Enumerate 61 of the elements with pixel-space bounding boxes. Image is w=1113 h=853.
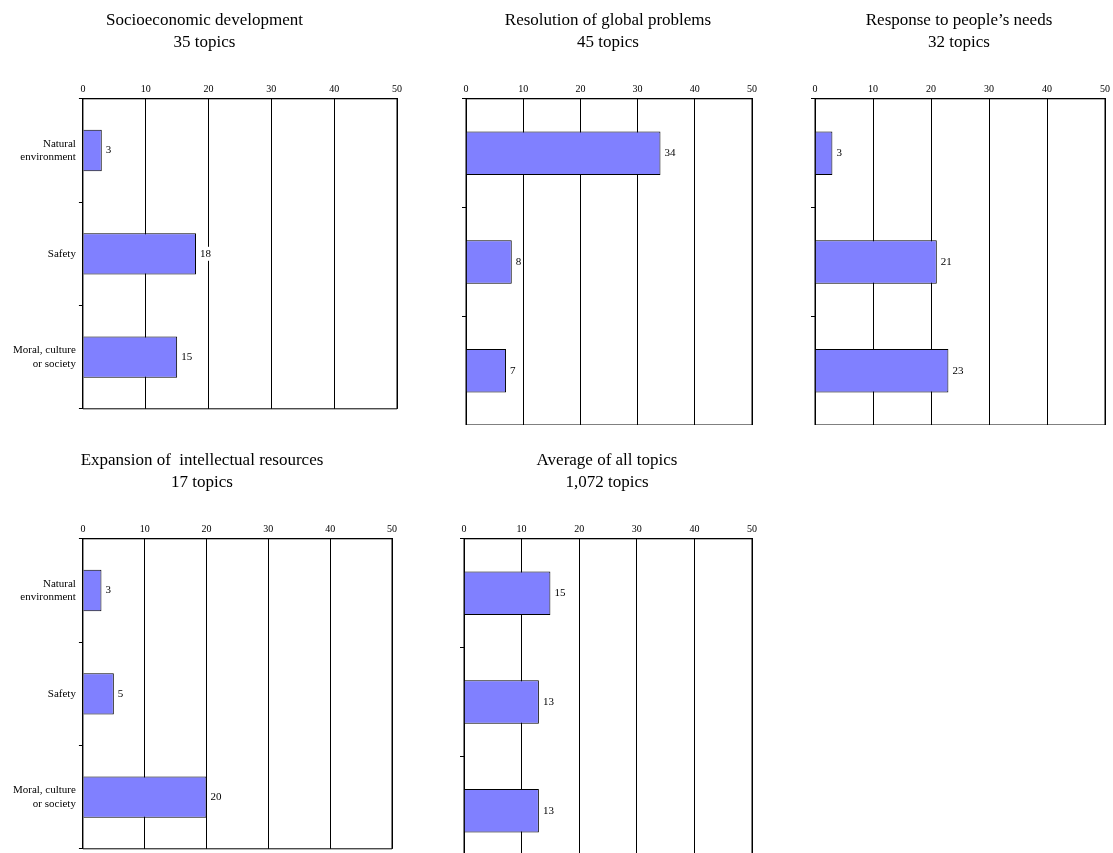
x-tick-label: 50: [747, 83, 757, 95]
y-tick-label: Moral, culture or society: [12, 783, 77, 809]
x-tick-label: 50: [392, 83, 402, 95]
chart-subtitle: 32 topics: [928, 32, 990, 52]
data-label: 13: [542, 803, 555, 816]
data-label: 34: [664, 146, 676, 159]
chart-title: Average of all topics: [536, 449, 678, 469]
x-tick-label: 30: [631, 523, 642, 535]
x-tick-label: 0: [80, 83, 86, 95]
x-tick-label: 20: [201, 523, 212, 535]
data-label: 3: [105, 143, 112, 156]
data-label: 8: [515, 254, 522, 267]
x-tick-label: 10: [516, 523, 527, 535]
chart-title: Response to people’s needs: [865, 9, 1053, 29]
x-tick-label: 0: [463, 83, 469, 95]
data-label: 15: [554, 586, 566, 599]
x-tick-label: 10: [518, 83, 529, 95]
data-label: 21: [940, 254, 952, 267]
x-tick-label: 50: [747, 523, 757, 535]
y-tick-label: Natural environment: [20, 576, 76, 602]
x-tick-label: 30: [263, 523, 274, 535]
y-tick-label: Safety: [47, 686, 77, 699]
data-label: 18: [199, 246, 212, 259]
y-tick-label: Safety: [47, 246, 77, 259]
x-tick-label: 20: [926, 83, 936, 95]
x-tick-label: 40: [689, 523, 700, 535]
data-label: 23: [952, 363, 964, 376]
x-tick-label: 0: [461, 523, 467, 535]
data-label: 3: [105, 583, 112, 596]
chart-subtitle: 1,072 topics: [565, 472, 649, 492]
x-tick-label: 40: [689, 83, 700, 95]
x-tick-label: 10: [140, 83, 151, 95]
x-tick-label: 30: [266, 83, 277, 95]
x-tick-label: 30: [632, 83, 643, 95]
x-tick-label: 10: [139, 523, 150, 535]
x-tick-label: 50: [387, 523, 397, 535]
x-tick-label: 20: [203, 83, 214, 95]
chart-title: Socioeconomic development: [106, 9, 304, 29]
data-label: 15: [181, 350, 193, 363]
x-tick-label: 30: [984, 83, 994, 95]
x-tick-label: 50: [1100, 83, 1110, 95]
chart-title: Expansion of intellectual resources: [80, 449, 324, 469]
x-tick-label: 0: [80, 523, 86, 535]
x-tick-label: 20: [574, 523, 585, 535]
data-label: 13: [542, 694, 555, 707]
x-tick-label: 40: [329, 83, 340, 95]
x-tick-label: 20: [575, 83, 586, 95]
data-label: 7: [510, 363, 517, 376]
chart-subtitle: 45 topics: [577, 32, 639, 52]
data-label: 3: [836, 146, 843, 159]
data-label: 20: [210, 790, 223, 803]
x-tick-label: 10: [868, 83, 878, 95]
y-tick-label: Moral, culture or society: [12, 343, 77, 369]
chart-subtitle: 35 topics: [173, 32, 236, 52]
x-tick-label: 0: [812, 83, 818, 95]
chart-subtitle: 17 topics: [171, 472, 233, 492]
y-tick-label: Natural environment: [20, 136, 76, 162]
data-label: 5: [117, 686, 124, 699]
x-tick-label: 40: [1042, 83, 1052, 95]
chart-title: Resolution of global problems: [504, 9, 712, 29]
x-tick-label: 40: [325, 523, 336, 535]
